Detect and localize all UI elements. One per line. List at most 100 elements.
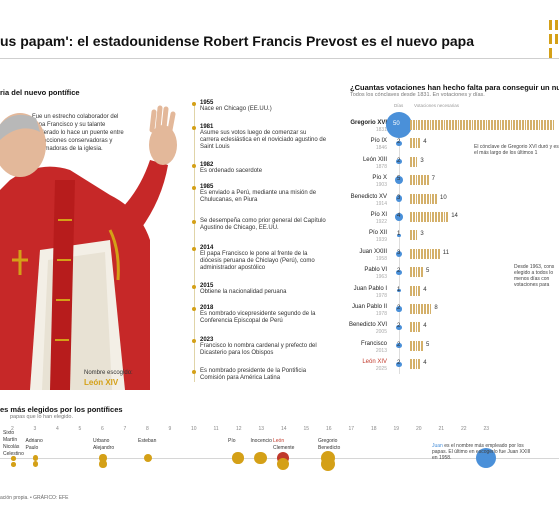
vote-bar bbox=[415, 304, 418, 314]
votes-bars bbox=[410, 120, 555, 130]
vote-bar bbox=[418, 359, 421, 370]
vote-bar bbox=[474, 120, 477, 130]
pope-name: Pío XII bbox=[368, 230, 387, 237]
vote-bar bbox=[418, 285, 421, 296]
vote-bar bbox=[502, 120, 505, 130]
votes-value: 3 bbox=[420, 157, 424, 164]
vote-bar bbox=[412, 267, 415, 278]
name-label: Gregorio bbox=[318, 438, 338, 444]
count-tick: 23 bbox=[483, 426, 490, 432]
name-label: Clemente bbox=[273, 445, 295, 451]
timeline-dot bbox=[192, 186, 196, 190]
vote-bar bbox=[533, 120, 535, 130]
vote-bar bbox=[418, 340, 421, 351]
timeline-text: Nace en Chicago (EE.UU.) bbox=[200, 106, 272, 112]
vote-bar bbox=[412, 193, 415, 204]
vote-bar bbox=[429, 248, 432, 259]
days-value: 2 bbox=[397, 360, 401, 367]
vote-bar bbox=[479, 120, 482, 130]
vote-bar bbox=[410, 285, 412, 296]
vote-bar bbox=[418, 212, 421, 222]
days-value: 2 bbox=[397, 341, 401, 348]
votes-bars bbox=[410, 193, 437, 204]
vote-bar bbox=[519, 120, 521, 130]
vote-bar bbox=[429, 120, 432, 130]
vote-bar bbox=[449, 120, 451, 130]
vote-bar bbox=[488, 120, 491, 130]
days-circle bbox=[396, 269, 402, 275]
vote-bar bbox=[426, 175, 429, 186]
votes-subtitle: Todos los cónclaves desde 1831. En votac… bbox=[350, 92, 485, 98]
vote-bar bbox=[415, 156, 418, 167]
name-bubble bbox=[475, 448, 496, 468]
vote-bar bbox=[463, 120, 465, 130]
vote-bar bbox=[429, 212, 432, 222]
names-subtitle: papas que lo han elegido. bbox=[10, 414, 73, 420]
conclave-year: 1939 bbox=[375, 237, 387, 244]
count-tick: 6 bbox=[101, 426, 104, 432]
name-bubble bbox=[254, 451, 267, 465]
footer-source: ación propia. • GRÁFICO: EFE bbox=[0, 495, 69, 501]
pope-name: Pablo VI bbox=[364, 267, 387, 274]
name-label: León bbox=[273, 438, 285, 444]
timeline-dot bbox=[192, 370, 196, 374]
votes-bars bbox=[410, 267, 423, 278]
vote-bar bbox=[410, 322, 412, 333]
name-bubble bbox=[143, 453, 153, 463]
votes-value: 8 bbox=[434, 305, 438, 311]
name-bubble bbox=[320, 456, 336, 472]
vote-bar bbox=[412, 175, 415, 186]
votes-bars bbox=[410, 248, 440, 259]
timeline-year: 2023 bbox=[200, 337, 214, 343]
col-votes: Votaciones necesarias bbox=[414, 103, 460, 108]
vote-bar bbox=[423, 193, 426, 204]
timeline-year: 1981 bbox=[200, 124, 214, 130]
vote-bar bbox=[435, 120, 437, 130]
vote-bar bbox=[421, 304, 423, 314]
vote-bar bbox=[410, 230, 412, 241]
vote-bar bbox=[410, 120, 412, 130]
vote-bar bbox=[507, 120, 510, 130]
vote-bar bbox=[412, 156, 415, 167]
vote-bar bbox=[412, 304, 415, 314]
votes-bars bbox=[410, 156, 418, 167]
vote-bar bbox=[432, 212, 435, 222]
timeline-item: 1981 Asume sus votos luego de comenzar su… bbox=[192, 124, 327, 151]
vote-bar bbox=[410, 156, 412, 167]
days-value: 1 bbox=[397, 286, 401, 293]
timeline-item: Es nombrado presidente de la Pontificia … bbox=[192, 368, 327, 382]
names-title: es más elegidos por los pontífices bbox=[0, 405, 123, 414]
vote-bar bbox=[432, 193, 435, 204]
vote-bar bbox=[418, 248, 421, 259]
vote-bar bbox=[410, 304, 412, 314]
days-circle bbox=[396, 140, 402, 147]
conclave-year: 1978 bbox=[375, 292, 387, 299]
name-label: Pío bbox=[228, 438, 236, 444]
vote-bar bbox=[538, 120, 541, 130]
timeline-item: 2023 Francisco lo nombra cardenal y prefe… bbox=[192, 337, 327, 357]
conclave-year: 1958 bbox=[375, 255, 387, 262]
conclave-year: 1903 bbox=[375, 182, 387, 189]
votes-bars bbox=[410, 285, 421, 296]
days-circle bbox=[395, 195, 403, 202]
juan-note-text: es el nombre más empleado por los papas.… bbox=[432, 443, 531, 461]
vote-bar bbox=[521, 120, 524, 130]
timeline-text: Es nombrado presidente de la Pontificia … bbox=[200, 368, 307, 381]
vote-bar bbox=[421, 267, 423, 278]
count-tick: 7 bbox=[123, 426, 127, 432]
vote-bar bbox=[410, 138, 412, 149]
votes-value: 14 bbox=[451, 213, 458, 219]
count-tick: 9 bbox=[168, 426, 172, 432]
votes-value: 4 bbox=[423, 323, 427, 330]
timeline-text: Es ordenado sacerdote bbox=[200, 168, 263, 174]
header-divider bbox=[0, 58, 559, 59]
vote-bar bbox=[465, 120, 468, 130]
juan-note: Juan es el nombre más empleado por los p… bbox=[432, 443, 532, 461]
vote-bar bbox=[457, 120, 460, 130]
days-circle bbox=[394, 175, 404, 185]
days-circle bbox=[396, 343, 402, 349]
headline: us papam': el estadounidense Robert Fran… bbox=[0, 33, 475, 49]
vote-bar bbox=[468, 120, 471, 130]
pope-name: Gregorio XVI bbox=[350, 120, 387, 126]
vote-bar bbox=[410, 248, 412, 259]
